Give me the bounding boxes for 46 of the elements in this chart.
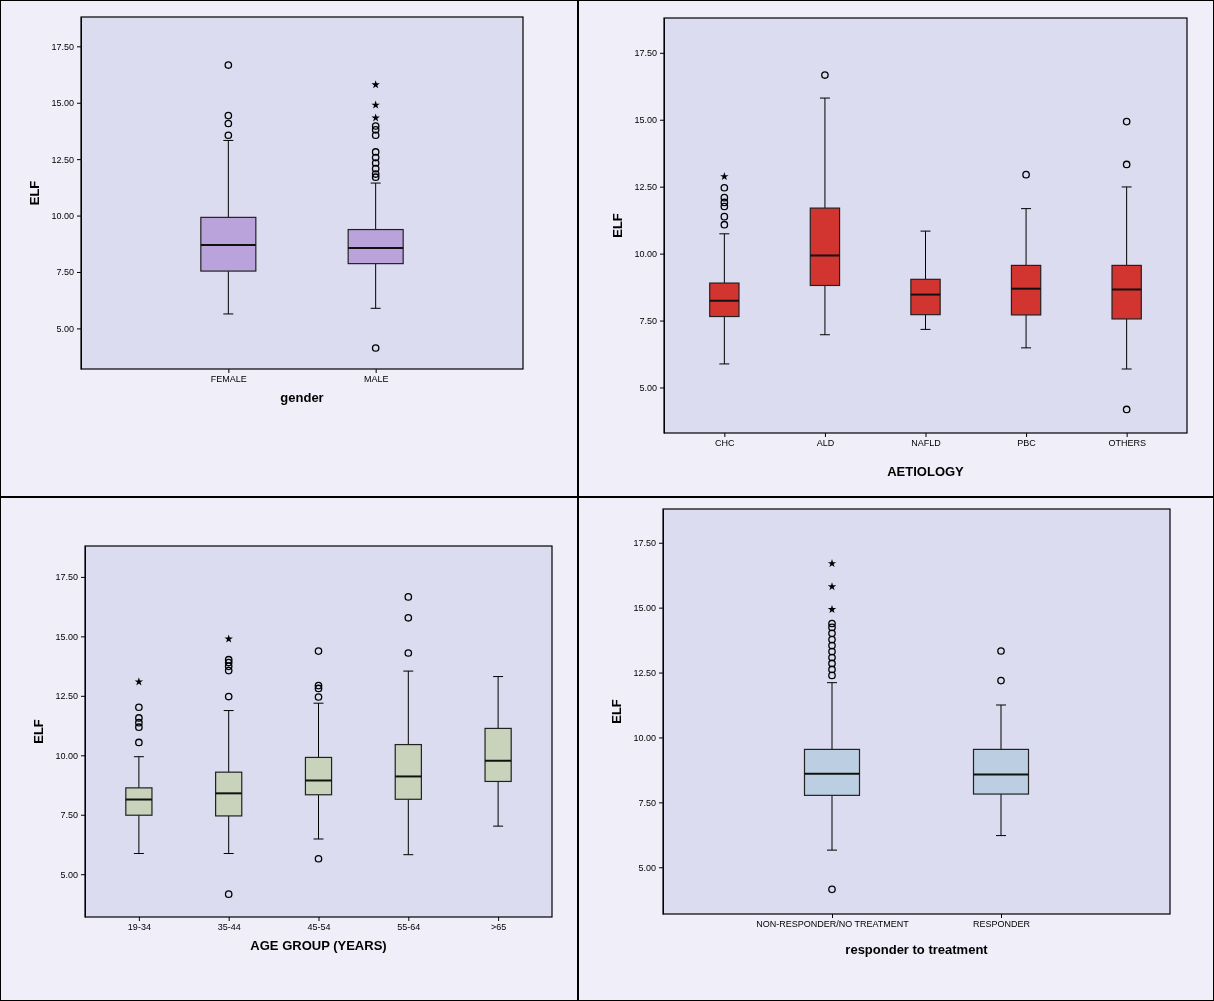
- x-tick-label: NON-RESPONDER/NO TREATMENT: [756, 919, 910, 930]
- y-tick-label: 7.50: [639, 315, 657, 326]
- y-axis-title: ELF: [27, 180, 42, 206]
- x-tick-label: 45-54: [307, 922, 331, 933]
- x-tick-label: OTHERS: [1108, 438, 1146, 449]
- y-tick-label: 12.50: [633, 667, 656, 678]
- y-tick-label: 10.00: [55, 750, 78, 761]
- x-axis-title: AETIOLOGY: [887, 464, 965, 479]
- y-tick-label: 15.00: [634, 115, 657, 126]
- x-tick-label: FEMALE: [210, 374, 247, 385]
- y-axis-title: ELF: [609, 699, 624, 724]
- x-tick-label: 55-64: [397, 922, 421, 933]
- y-tick-label: 5.00: [56, 323, 74, 334]
- x-axis-title: AGE GROUP (YEARS): [250, 938, 387, 953]
- y-tick-label: 10.00: [51, 210, 74, 221]
- y-tick-label: 15.00: [55, 631, 78, 642]
- y-tick-label: 5.00: [638, 862, 656, 873]
- y-tick-label: 12.50: [51, 154, 74, 165]
- x-tick-label: 19-34: [127, 922, 151, 933]
- y-tick-label: 15.00: [633, 603, 656, 614]
- x-tick-label: RESPONDER: [972, 919, 1031, 930]
- x-axis-title: responder to treatment: [845, 942, 989, 957]
- y-axis-title: ELF: [610, 213, 625, 238]
- y-tick-label: 17.50: [634, 48, 657, 59]
- x-tick-label: MALE: [363, 374, 389, 385]
- x-tick-label: 35-44: [217, 922, 241, 933]
- y-tick-label: 17.50: [51, 41, 74, 52]
- y-axis-title: ELF: [31, 719, 46, 744]
- x-tick-label: CHC: [715, 438, 736, 449]
- x-tick-label: ALD: [816, 438, 835, 449]
- x-tick-label: PBC: [1017, 438, 1037, 449]
- y-tick-label: 10.00: [634, 248, 657, 259]
- y-tick-label: 5.00: [60, 869, 78, 880]
- y-tick-label: 12.50: [55, 691, 78, 702]
- y-tick-label: 5.00: [639, 382, 657, 393]
- y-tick-label: 10.00: [633, 732, 656, 743]
- y-tick-label: 17.50: [633, 538, 656, 549]
- y-tick-label: 15.00: [51, 98, 74, 109]
- x-axis-title: gender: [280, 390, 324, 405]
- y-tick-label: 7.50: [60, 810, 78, 821]
- y-tick-label: 7.50: [638, 797, 656, 808]
- y-tick-label: 12.50: [634, 182, 657, 193]
- y-tick-label: 7.50: [56, 267, 74, 278]
- y-tick-label: 17.50: [55, 572, 78, 583]
- x-tick-label: >65: [490, 922, 507, 933]
- x-tick-label: NAFLD: [911, 438, 942, 449]
